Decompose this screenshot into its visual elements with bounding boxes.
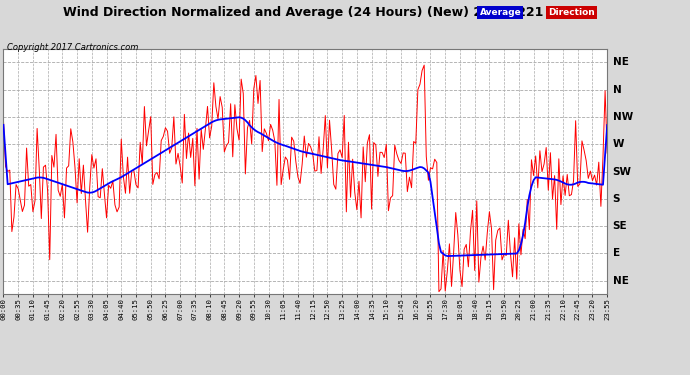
Text: Copyright 2017 Cartronics.com: Copyright 2017 Cartronics.com bbox=[7, 43, 138, 52]
Text: NE: NE bbox=[613, 57, 629, 68]
Text: W: W bbox=[613, 139, 624, 149]
Text: Wind Direction Normalized and Average (24 Hours) (New) 20170221: Wind Direction Normalized and Average (2… bbox=[63, 6, 544, 19]
Text: SE: SE bbox=[613, 221, 627, 231]
Text: SW: SW bbox=[613, 166, 632, 177]
Text: NE: NE bbox=[613, 276, 629, 286]
Text: N: N bbox=[613, 85, 622, 95]
Text: S: S bbox=[613, 194, 620, 204]
Text: E: E bbox=[613, 249, 620, 258]
Text: Average: Average bbox=[480, 8, 522, 17]
Text: Direction: Direction bbox=[549, 8, 595, 17]
Text: NW: NW bbox=[613, 112, 633, 122]
